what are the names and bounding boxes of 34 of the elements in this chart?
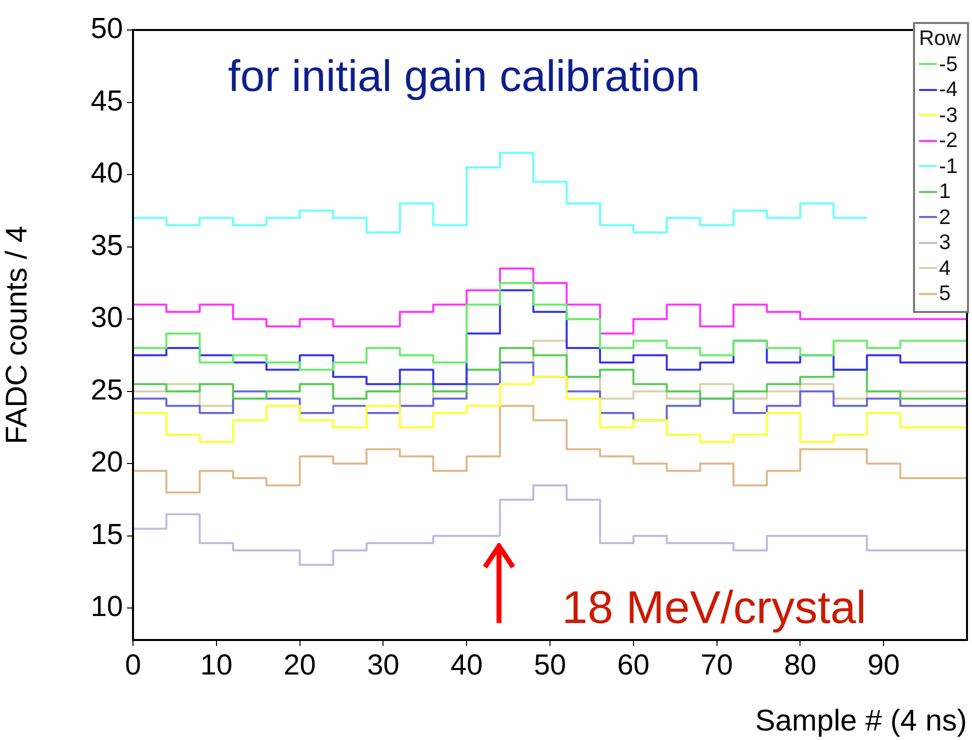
x-tick-label: 0 [124,649,142,682]
annotation: 18 MeV/crystal [562,580,866,634]
x-tick-label: 90 [867,649,900,682]
x-tick-label: 50 [534,649,566,682]
x-tick-label: 30 [367,649,400,682]
legend-label: 3 [938,230,951,256]
annotation: for initial gain calibration [228,52,700,102]
legend-label: 2 [938,204,951,230]
legend-label: 5 [938,281,951,306]
x-tick-label: 10 [200,649,233,682]
y-tick-label: 45 [90,85,123,118]
x-axis-title: Sample # (4 ns) [755,704,967,738]
legend-label: -3 [938,102,958,128]
legend-label: -4 [938,77,958,102]
y-axis-title: FADC counts / 4 [0,226,34,444]
y-tick-label: 20 [90,446,123,479]
x-tick-label: 70 [700,649,733,682]
legend-title: Row [918,26,961,52]
x-tick-label: 80 [784,649,816,682]
y-tick-label: 50 [90,13,123,45]
y-tick-label: 15 [90,518,123,551]
legend-label: 4 [938,256,951,281]
x-tick-label: 40 [450,649,483,682]
y-tick-label: 35 [90,230,123,262]
legend-label: -5 [938,52,958,77]
legend-label: -1 [938,154,958,179]
y-tick-label: 10 [90,591,123,624]
legend-label: 1 [938,179,951,204]
y-tick-label: 25 [90,374,123,406]
x-tick-label: 60 [617,649,650,682]
y-tick-label: 30 [90,302,123,334]
legend-label: -2 [938,128,958,154]
y-tick-label: 40 [90,158,123,190]
x-tick-label: 20 [284,649,316,682]
